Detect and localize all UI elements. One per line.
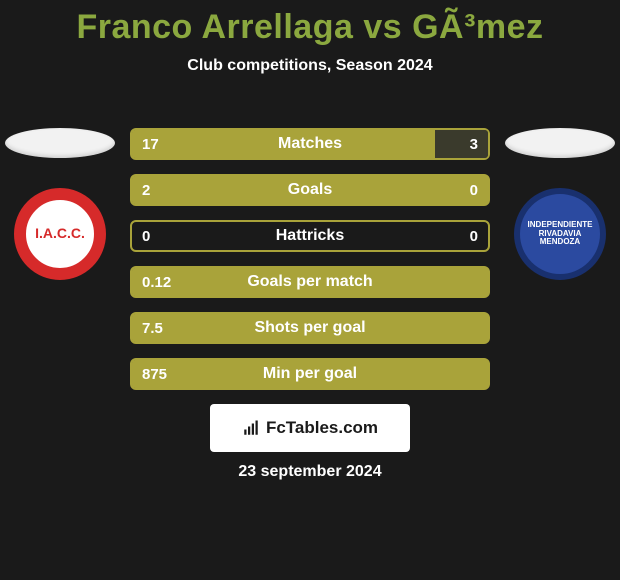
comparison-subtitle: Club competitions, Season 2024 — [0, 57, 620, 75]
stat-row: 875Min per goal — [130, 358, 490, 390]
stat-value-right: 0 — [470, 182, 478, 199]
comparison-title: Franco Arrellaga vs GÃ³mez — [0, 8, 620, 47]
stat-label: Matches — [132, 135, 488, 153]
stat-row: 0.12Goals per match — [130, 266, 490, 298]
stat-label: Goals — [132, 181, 488, 199]
stat-value-right: 3 — [470, 136, 478, 153]
stat-row: 2Goals0 — [130, 174, 490, 206]
left-player-panel: I.A.C.C. — [0, 128, 120, 280]
stat-label: Goals per match — [132, 273, 488, 291]
player-photo-placeholder-left — [5, 128, 115, 158]
stat-row: 7.5Shots per goal — [130, 312, 490, 344]
snapshot-date: 23 september 2024 — [0, 463, 620, 481]
stat-label: Min per goal — [132, 365, 488, 383]
stat-row: 17Matches3 — [130, 128, 490, 160]
branding-text: FcTables.com — [266, 418, 378, 438]
branding-badge: FcTables.com — [210, 404, 410, 452]
player-photo-placeholder-right — [505, 128, 615, 158]
stats-table: 17Matches32Goals00Hattricks00.12Goals pe… — [130, 128, 490, 404]
right-player-panel: INDEPENDIENTE RIVADAVIA MENDOZA — [500, 128, 620, 280]
team-crest-right: INDEPENDIENTE RIVADAVIA MENDOZA — [514, 188, 606, 280]
stat-label: Shots per goal — [132, 319, 488, 337]
team-crest-left: I.A.C.C. — [14, 188, 106, 280]
stat-label: Hattricks — [132, 227, 488, 245]
branding-chart-icon — [242, 419, 260, 437]
stat-value-right: 0 — [470, 228, 478, 245]
stat-row: 0Hattricks0 — [130, 220, 490, 252]
